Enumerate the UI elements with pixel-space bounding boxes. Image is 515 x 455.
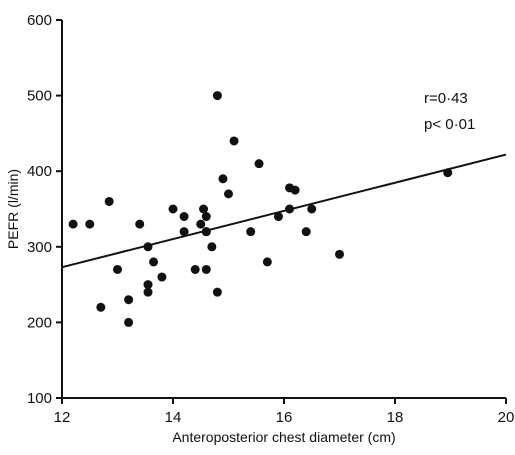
x-tick-label: 12 <box>54 409 71 426</box>
data-point <box>307 204 317 214</box>
data-point <box>104 196 114 206</box>
data-point <box>196 219 206 229</box>
x-axis-title: Anteroposterior chest diameter (cm) <box>172 429 395 445</box>
correlation-annotation: r=0·43 <box>424 90 468 107</box>
data-point <box>212 287 222 297</box>
x-tick-label: 16 <box>276 409 293 426</box>
x-tick-label: 18 <box>387 409 404 426</box>
data-points <box>68 91 453 327</box>
data-point <box>149 257 159 267</box>
x-tick-label: 14 <box>165 409 182 426</box>
data-point <box>246 227 256 237</box>
data-point <box>443 168 453 178</box>
data-point <box>212 91 222 101</box>
data-point <box>218 174 228 184</box>
x-tick-label: 20 <box>498 409 515 426</box>
data-point <box>207 242 217 252</box>
data-point <box>113 264 122 274</box>
data-point <box>201 212 211 222</box>
data-point <box>201 264 211 274</box>
data-point <box>143 242 153 252</box>
p-value-annotation: p< 0·01 <box>424 116 475 133</box>
data-point <box>143 280 153 290</box>
data-point <box>68 219 78 229</box>
y-tick-label: 600 <box>27 12 52 29</box>
data-point <box>190 264 200 274</box>
data-point <box>124 295 134 305</box>
axis-ticks: 12 14 16 18 20 100 200 300 400 500 600 <box>27 12 514 426</box>
y-tick-label: 500 <box>27 88 52 105</box>
regression-line <box>61 153 507 269</box>
data-point <box>229 136 239 146</box>
y-tick-label: 300 <box>27 239 52 256</box>
data-point <box>201 227 211 237</box>
y-tick-label: 200 <box>27 314 52 331</box>
y-tick-label: 400 <box>27 163 52 180</box>
data-point <box>85 219 95 229</box>
data-point <box>143 287 153 297</box>
data-point <box>179 227 189 237</box>
data-point <box>301 227 311 237</box>
data-point <box>290 185 300 195</box>
data-point <box>124 317 134 327</box>
data-point <box>335 249 344 259</box>
y-axis-title: PEFR (l/min) <box>5 169 21 249</box>
data-point <box>157 272 167 282</box>
data-point <box>262 257 272 267</box>
data-point <box>273 212 283 222</box>
data-point <box>168 204 178 214</box>
data-point <box>254 159 264 169</box>
data-point <box>135 219 145 229</box>
data-point <box>224 189 233 199</box>
data-point <box>96 302 106 312</box>
y-tick-label: 100 <box>27 390 52 407</box>
data-point <box>285 204 295 214</box>
data-point <box>179 212 189 222</box>
data-point <box>199 204 209 214</box>
